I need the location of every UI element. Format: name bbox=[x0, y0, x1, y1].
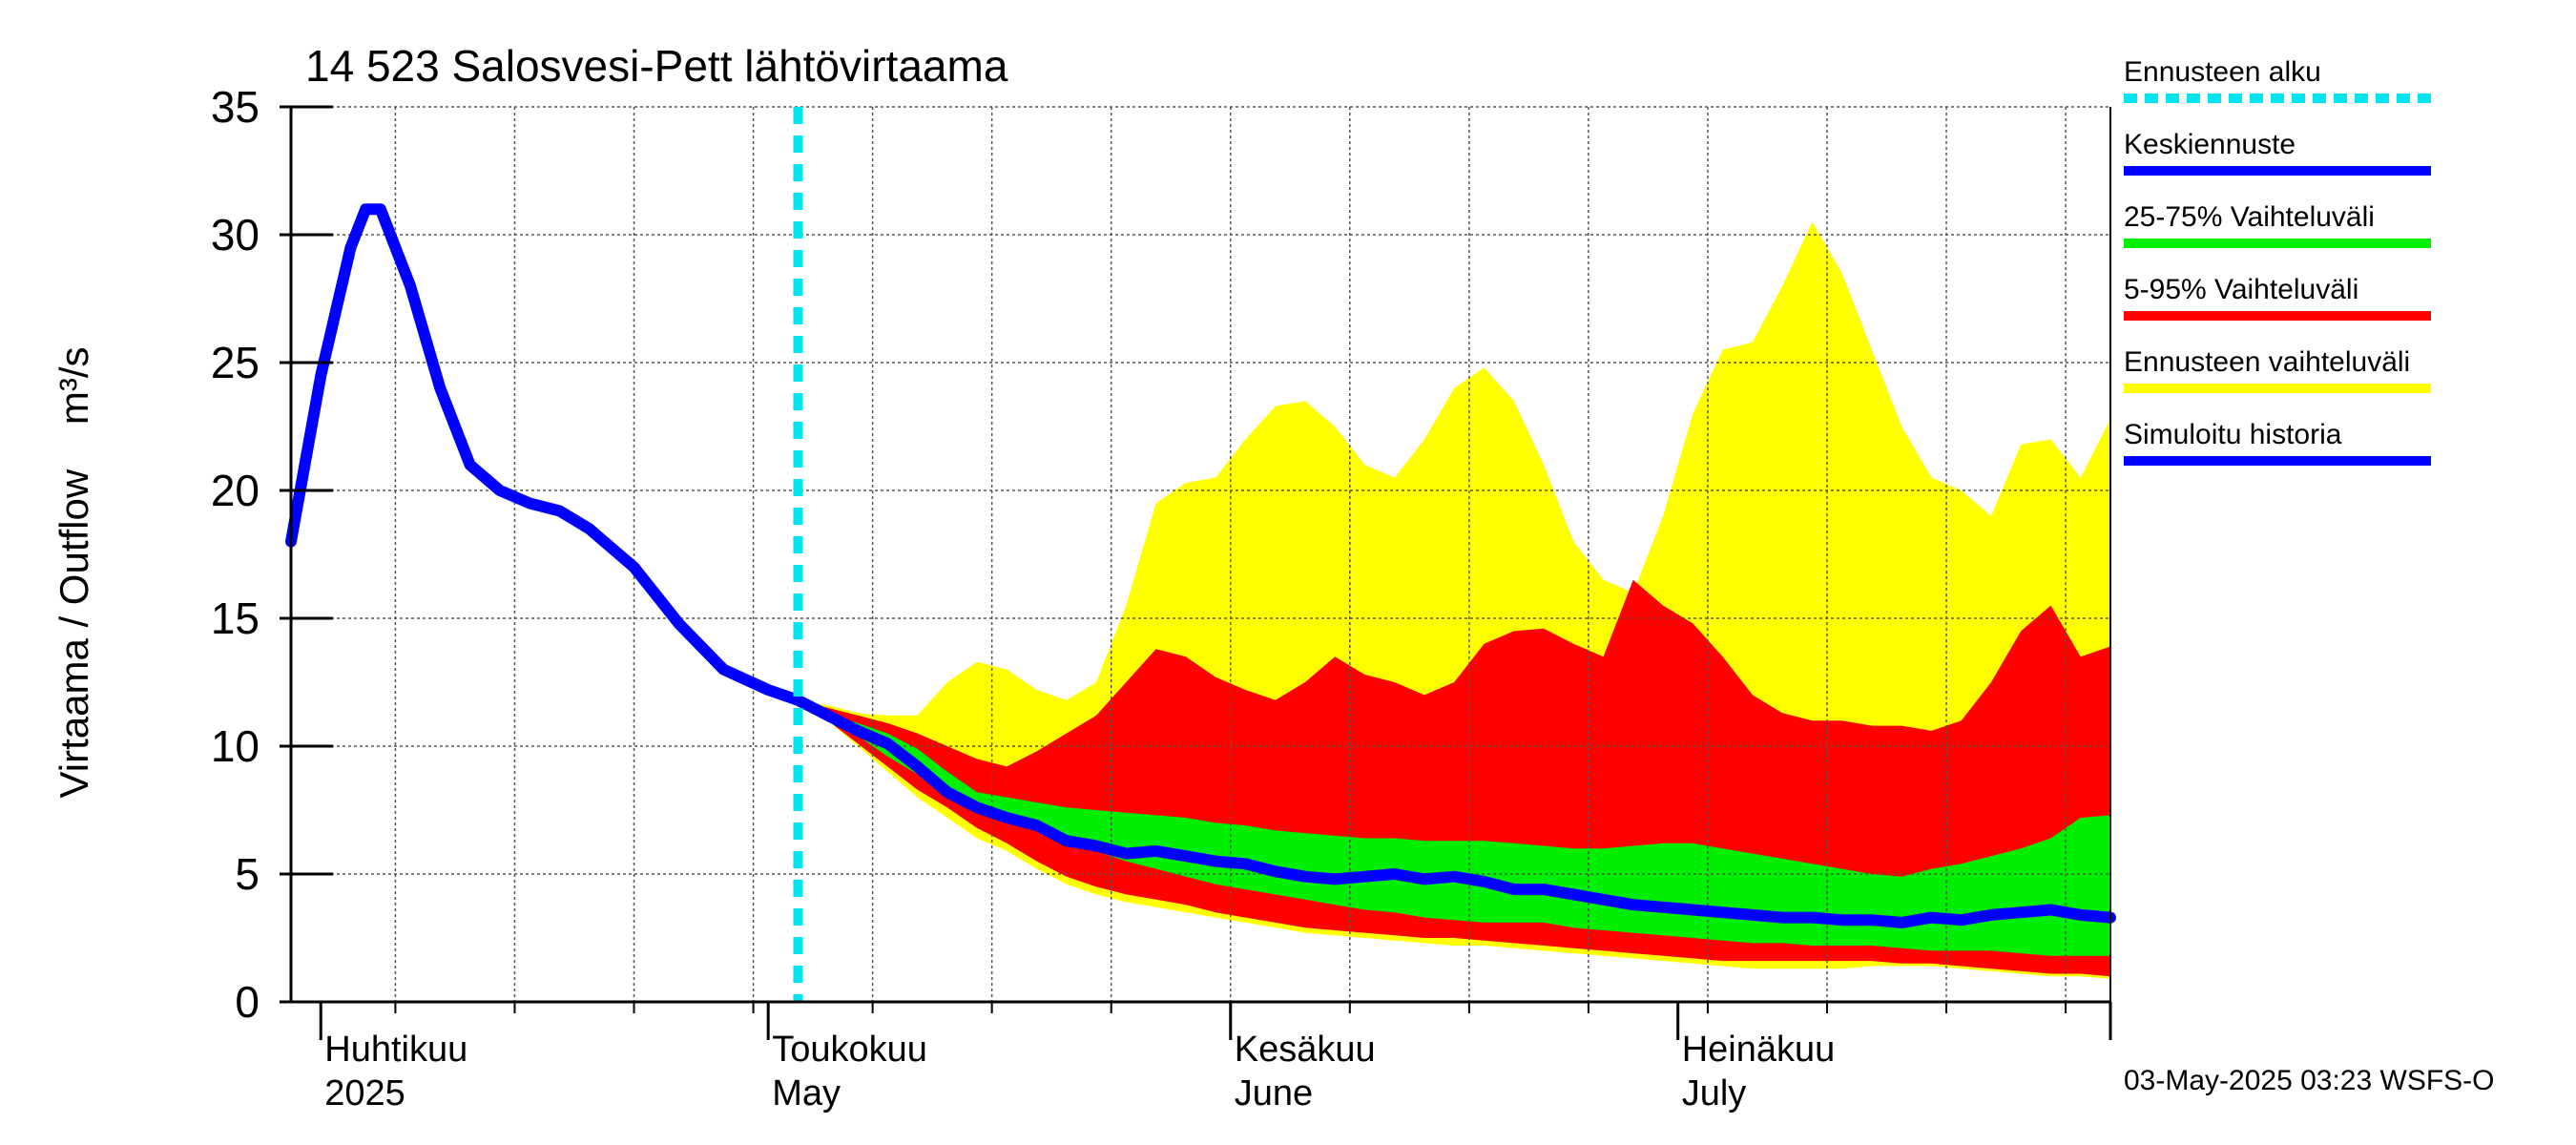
x-month-label: Heinäkuu bbox=[1682, 1030, 1836, 1070]
y-tick-label: 35 bbox=[211, 82, 260, 132]
y-tick-label: 25 bbox=[211, 338, 260, 387]
x-month-sublabel: July bbox=[1682, 1073, 1747, 1114]
y-tick-label: 20 bbox=[211, 466, 260, 515]
y-tick-label: 30 bbox=[211, 210, 260, 260]
x-month-sublabel: June bbox=[1235, 1073, 1313, 1114]
legend: Ennusteen alku Keskiennuste 25-75% Vaihtel… bbox=[2124, 56, 2431, 466]
y-tick-label: 5 bbox=[235, 849, 260, 899]
chart-title: 14 523 Salosvesi-Pett lähtövirtaama bbox=[305, 41, 1008, 91]
x-month-label: Kesäkuu bbox=[1235, 1030, 1376, 1070]
x-month-label: Toukokuu bbox=[772, 1030, 927, 1070]
footer-timestamp: 03-May-2025 03:23 WSFS-O bbox=[2124, 1065, 2495, 1096]
y-tick-label: 10 bbox=[211, 721, 260, 771]
history-line bbox=[285, 203, 804, 706]
legend-label: Ennusteen alku bbox=[2124, 56, 2321, 88]
y-axis-label: Virtaama / Outflow m³/s bbox=[52, 346, 96, 798]
band-25-75 bbox=[798, 699, 2110, 956]
legend-label: Ennusteen vaihteluväli bbox=[2124, 346, 2410, 378]
plot-area bbox=[285, 106, 2116, 1002]
legend-label: 25-75% Vaihteluväli bbox=[2124, 201, 2375, 233]
y-tick-label: 0 bbox=[235, 977, 260, 1027]
mean-forecast-line bbox=[792, 694, 2116, 928]
x-month-label: Huhtikuu bbox=[324, 1030, 467, 1070]
legend-label: 5-95% Vaihteluväli bbox=[2124, 274, 2358, 305]
y-axis: 0 5 10 15 20 25 30 35 bbox=[211, 82, 2111, 1027]
legend-label: Keskiennuste bbox=[2124, 129, 2296, 160]
x-month-sublabel: May bbox=[772, 1073, 841, 1114]
y-tick-label: 15 bbox=[211, 593, 260, 643]
legend-label: Simuloitu historia bbox=[2124, 419, 2342, 450]
x-month-sublabel: 2025 bbox=[324, 1073, 405, 1114]
